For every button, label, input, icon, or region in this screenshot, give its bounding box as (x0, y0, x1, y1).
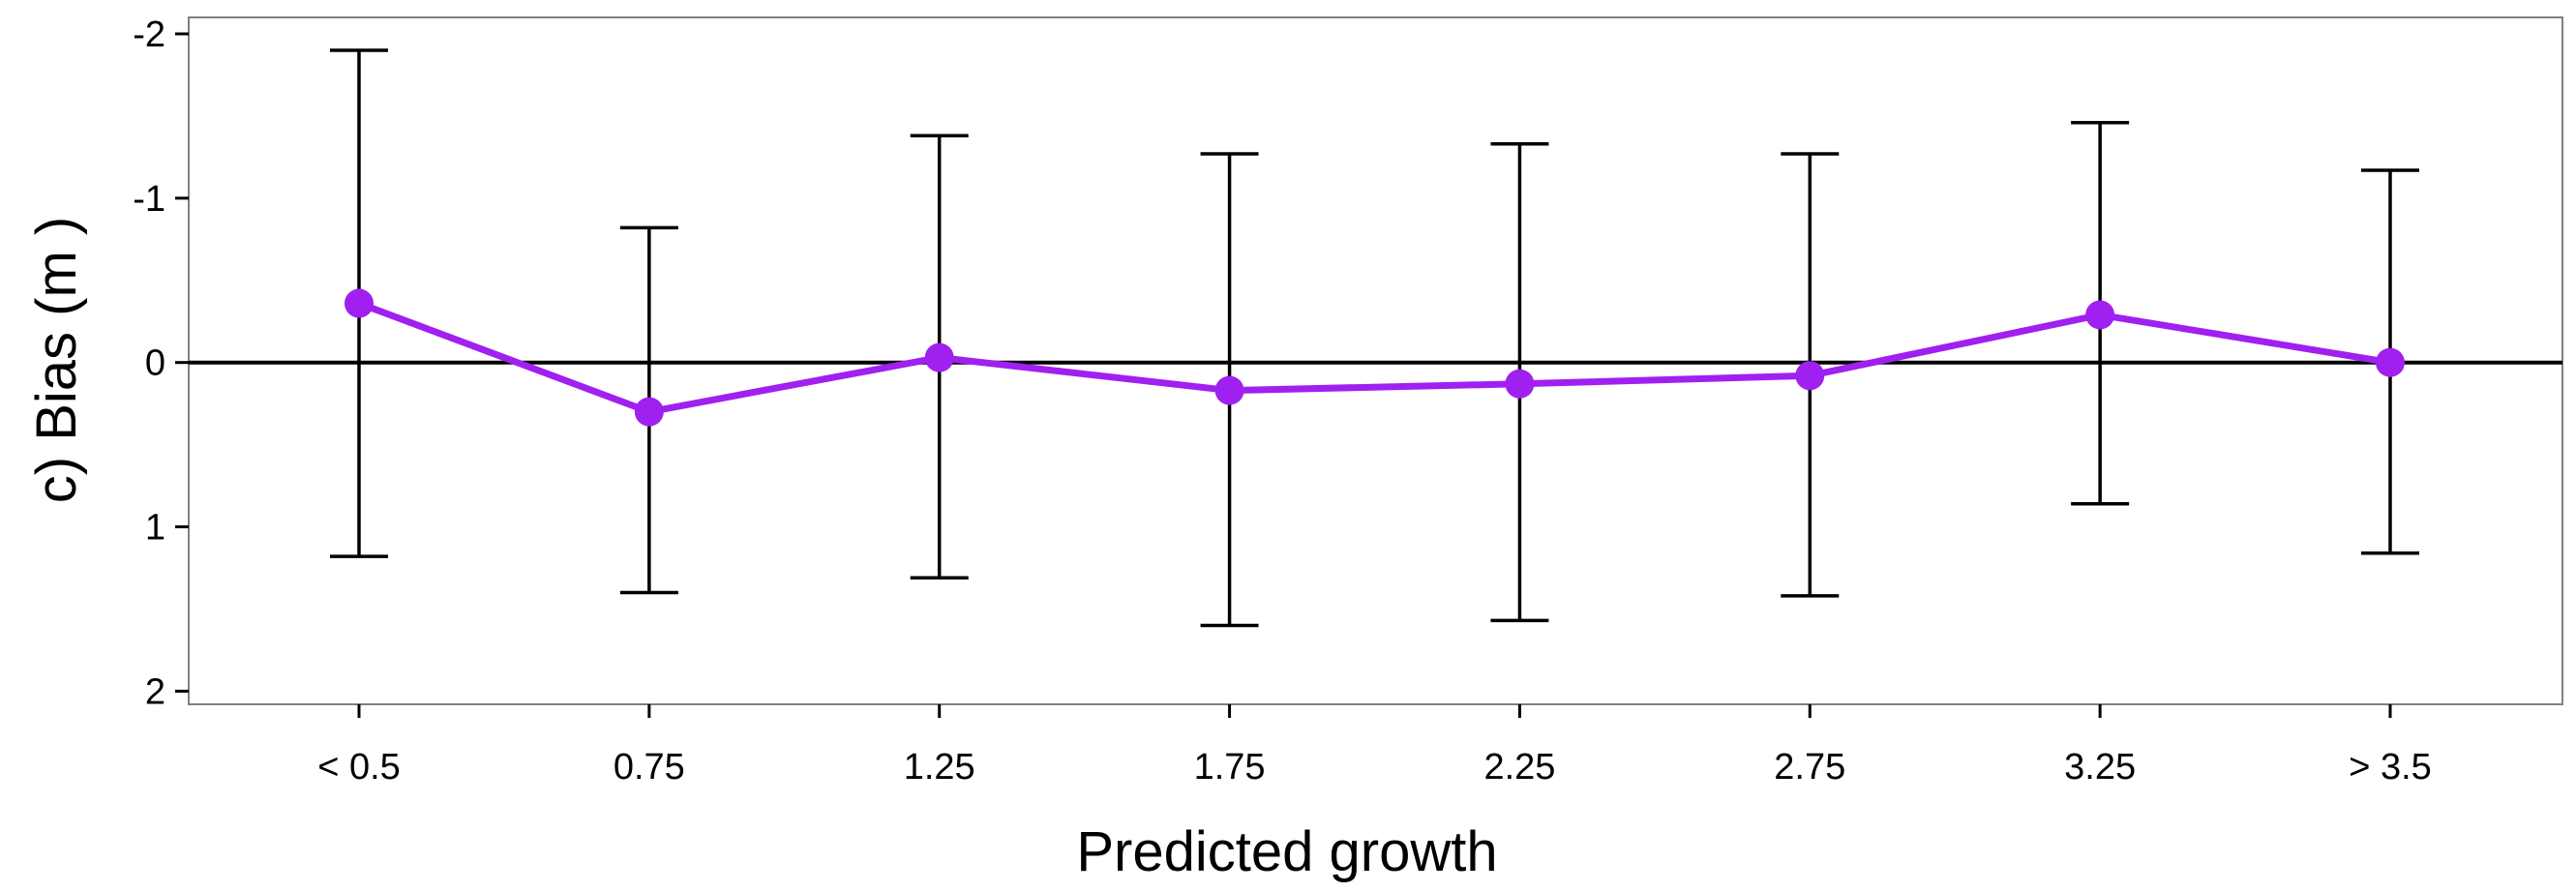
data-point (924, 342, 954, 372)
x-axis-title: Predicted growth (1076, 820, 1497, 883)
y-tick-label: -1 (133, 179, 165, 220)
x-tick-label: 1.25 (904, 747, 975, 788)
data-point (2376, 347, 2405, 377)
y-tick-label: 2 (145, 671, 165, 712)
y-tick-label: 1 (145, 508, 165, 549)
data-point (2085, 300, 2115, 330)
series-line (357, 300, 2391, 416)
x-tick-label: 0.75 (614, 747, 685, 788)
x-tick-label: < 0.5 (317, 747, 401, 788)
y-tick-label: -2 (133, 15, 165, 55)
y-axis: -2 -1 0 1 2 (133, 15, 189, 712)
y-axis-title: c) Bias (m ) (25, 217, 88, 503)
series-lines (357, 300, 2391, 416)
data-point (1505, 369, 1535, 399)
data-point (634, 397, 664, 427)
x-tick-label: 2.75 (1774, 747, 1845, 788)
x-tick-label: 3.25 (2064, 747, 2136, 788)
x-tick-label: 1.75 (1194, 747, 1266, 788)
x-tick-label: > 3.5 (2349, 747, 2432, 788)
data-point (344, 288, 374, 318)
data-point (1214, 375, 1244, 405)
data-point (1795, 361, 1825, 391)
x-tick-label: 2.25 (1483, 747, 1555, 788)
x-axis: < 0.5 0.75 1.25 1.75 2.25 2.75 3.25 > 3.5 (317, 704, 2432, 788)
error-bars (330, 48, 2419, 628)
y-tick-label: 0 (145, 343, 165, 384)
data-points (344, 288, 2405, 427)
